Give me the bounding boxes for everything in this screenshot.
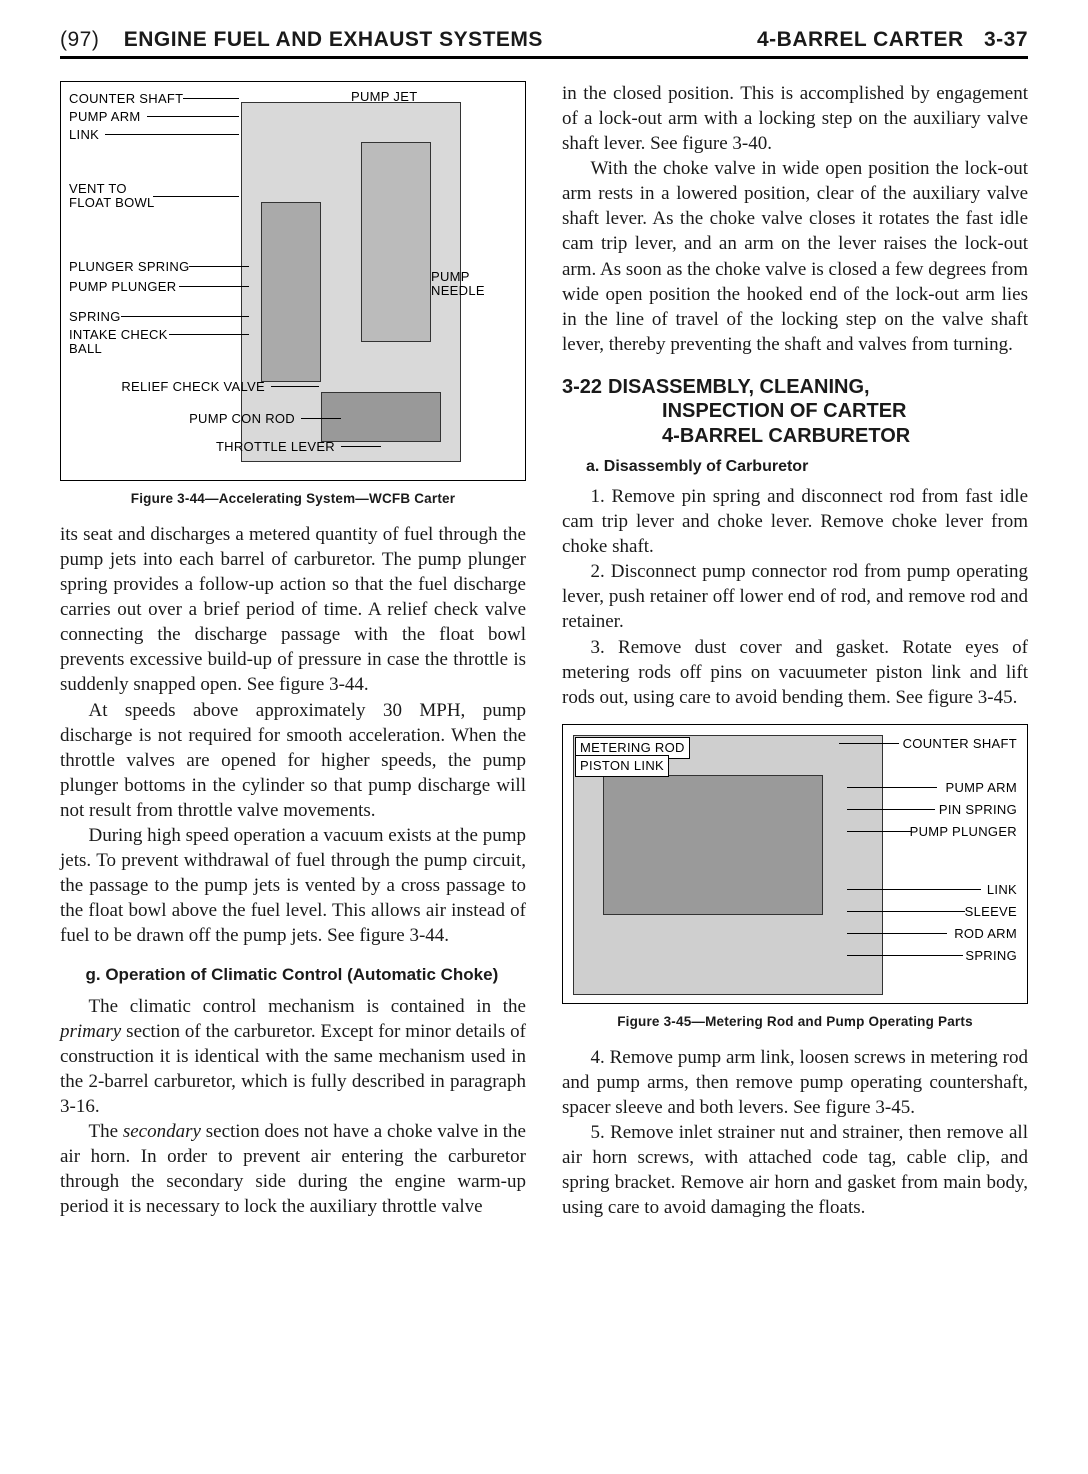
sec-l3: 4-BARREL CARBURETOR — [608, 424, 910, 448]
label-pin-spring: PIN SPRING — [939, 803, 1017, 817]
section-number: 3-37 — [984, 28, 1028, 51]
left-p5: The secondary section does not have a ch… — [60, 1119, 526, 1219]
left-p1: its seat and discharges a metered quanti… — [60, 522, 526, 698]
left-p4: The climatic control mechanism is contai… — [60, 994, 526, 1119]
label-pump-jet: PUMP JET — [351, 90, 417, 104]
label-pump-plunger: PUMP PLUNGER — [69, 280, 176, 294]
left-column: COUNTER SHAFT PUMP ARM LINK VENT TO FLOA… — [60, 81, 526, 1220]
content-columns: COUNTER SHAFT PUMP ARM LINK VENT TO FLOA… — [60, 81, 1028, 1220]
figure-3-44: COUNTER SHAFT PUMP ARM LINK VENT TO FLOA… — [60, 81, 526, 481]
label-pump-needle: PUMP NEEDLE — [431, 270, 485, 297]
left-p5-em: secondary — [123, 1121, 201, 1142]
right-p2: With the choke valve in wide open positi… — [562, 156, 1028, 357]
label-pump-arm: PUMP ARM — [69, 110, 141, 124]
page-header: (97) ENGINE FUEL AND EXHAUST SYSTEMS 4-B… — [60, 28, 1028, 59]
figure-3-45-caption: Figure 3-45—Metering Rod and Pump Operat… — [562, 1014, 1028, 1029]
label-counter-shaft-345: COUNTER SHAFT — [903, 737, 1017, 751]
left-p4-a: The climatic control mechanism is contai… — [89, 996, 527, 1017]
header-left: (97) ENGINE FUEL AND EXHAUST SYSTEMS — [60, 28, 543, 52]
label-throttle-lever: THROTTLE LEVER — [216, 440, 335, 454]
left-p2: At speeds above approximately 30 MPH, pu… — [60, 698, 526, 823]
label-link: LINK — [69, 128, 99, 142]
right-n5: 5. Remove inlet strainer nut and straine… — [562, 1120, 1028, 1220]
subhead-a: a. Disassembly of Carburetor — [586, 458, 1028, 476]
header-title-right: 4-BARREL CARTER — [757, 28, 964, 51]
label-counter-shaft: COUNTER SHAFT — [69, 92, 183, 106]
label-link-345: LINK — [987, 883, 1017, 897]
figure-3-45: METERING ROD PISTON LINK COUNTER SHAFT P… — [562, 724, 1028, 1004]
left-p5-a: The — [89, 1121, 123, 1142]
label-metering-rod: METERING ROD — [580, 740, 685, 755]
right-n3: 3. Remove dust cover and gasket. Rotate … — [562, 635, 1028, 710]
sec-l2: INSPECTION OF CARTER — [608, 399, 910, 423]
page-number: (97) — [60, 28, 99, 51]
sec-num: 3-22 — [562, 376, 602, 398]
subhead-g: g. Operation of Climatic Control (Automa… — [86, 964, 527, 985]
label-pump-plunger-345: PUMP PLUNGER — [910, 825, 1017, 839]
left-p4-em: primary — [60, 1021, 121, 1042]
right-n4: 4. Remove pump arm link, loosen screws i… — [562, 1045, 1028, 1120]
label-sleeve: SLEEVE — [965, 905, 1017, 919]
figure-3-44-caption: Figure 3-44—Accelerating System—WCFB Car… — [60, 491, 526, 506]
label-intake-check: INTAKE CHECK BALL — [69, 328, 168, 355]
right-n1: 1. Remove pin spring and disconnect rod … — [562, 484, 1028, 559]
right-n2: 2. Disconnect pump connector rod from pu… — [562, 559, 1028, 634]
label-relief-check: RELIEF CHECK VALVE — [121, 380, 265, 394]
label-piston-link: PISTON LINK — [580, 758, 664, 773]
section-3-22-title: 3-22 DISASSEMBLY, CLEANING,INSPECTION OF … — [562, 375, 1028, 448]
header-right: 4-BARREL CARTER 3-37 — [757, 28, 1028, 52]
label-vent: VENT TO FLOAT BOWL — [69, 182, 155, 209]
header-title-left: ENGINE FUEL AND EXHAUST SYSTEMS — [124, 28, 543, 51]
label-spring-345: SPRING — [965, 949, 1017, 963]
sec-l1: DISASSEMBLY, CLEANING, — [608, 376, 870, 398]
right-column: in the closed position. This is accompli… — [562, 81, 1028, 1220]
label-spring: SPRING — [69, 310, 121, 324]
label-rod-arm: ROD ARM — [954, 927, 1017, 941]
label-pump-arm-345: PUMP ARM — [945, 781, 1017, 795]
label-plunger-spring: PLUNGER SPRING — [69, 260, 190, 274]
right-p1: in the closed position. This is accompli… — [562, 81, 1028, 156]
left-p4-b: section of the carburetor. Except for mi… — [60, 1021, 526, 1117]
label-pump-con-rod: PUMP CON ROD — [189, 412, 295, 426]
left-p3: During high speed operation a vacuum exi… — [60, 823, 526, 948]
